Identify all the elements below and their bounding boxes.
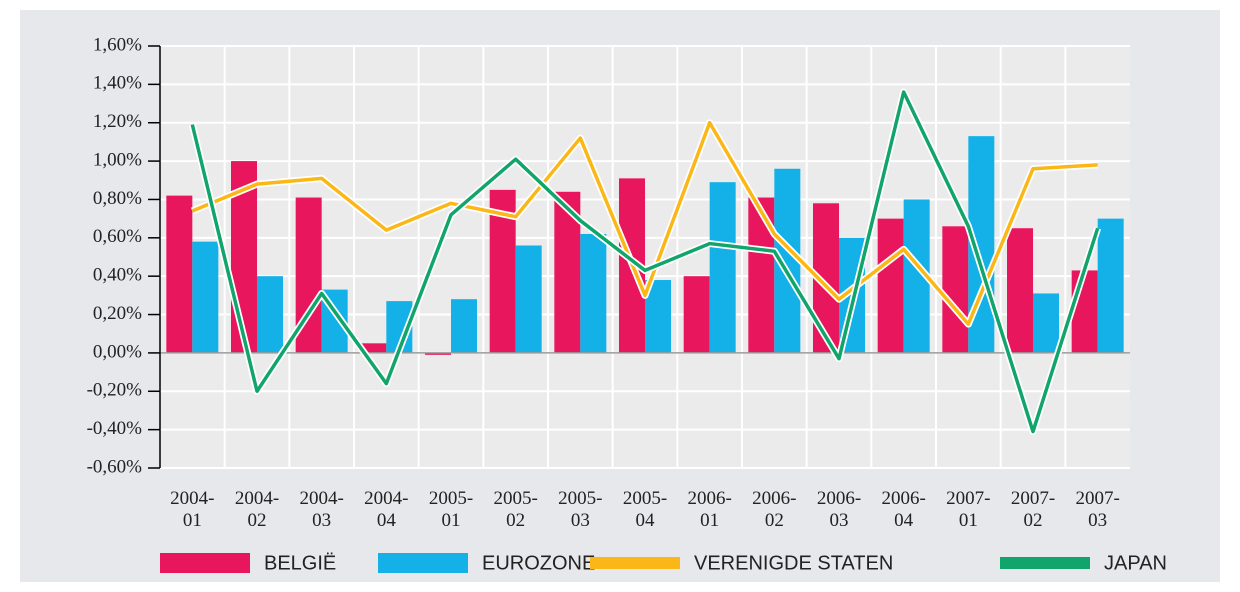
y-tick-label: 0,20% — [93, 303, 142, 324]
bar — [360, 343, 387, 353]
legend-swatch — [590, 557, 680, 569]
line — [191, 120, 1098, 326]
bar — [942, 226, 969, 353]
x-tick-label: 2004-04 — [364, 488, 408, 531]
y-tick-label: -0,60% — [87, 456, 143, 477]
x-tick-label: 2006-01 — [688, 488, 732, 531]
legend-label: EUROZONE — [482, 552, 595, 574]
x-tick-label: 2004-01 — [170, 488, 214, 531]
x-tick-label: 2006-02 — [752, 488, 796, 531]
y-tick-label: 0,60% — [93, 226, 142, 247]
y-tick-label: 1,40% — [93, 73, 142, 94]
y-tick-label: 0,80% — [93, 188, 142, 209]
bar — [1007, 228, 1033, 353]
line — [190, 90, 1100, 434]
y-tick-label: 1,20% — [93, 111, 142, 132]
legend-swatch — [1000, 557, 1090, 569]
bar — [709, 182, 736, 353]
bar — [1071, 270, 1098, 353]
bar — [1033, 293, 1059, 353]
bar — [425, 352, 451, 355]
x-tick-label: 2007-01 — [946, 488, 990, 531]
x-tick-label: 2006-04 — [882, 488, 926, 531]
legend-label: BELGIË — [264, 552, 336, 574]
x-tick-label: 2004-03 — [300, 488, 344, 531]
bar — [257, 276, 283, 353]
bar — [580, 233, 607, 353]
y-tick-label: 1,00% — [93, 149, 142, 170]
x-tick-label: 2006-03 — [817, 488, 861, 531]
x-tick-label: 2004-02 — [235, 488, 279, 531]
legend-swatch — [378, 553, 468, 573]
x-tick-label: 2005-02 — [494, 488, 538, 531]
bar — [1097, 218, 1124, 353]
x-tick-label: 2007-02 — [1011, 488, 1055, 531]
y-tick-label: 0,00% — [93, 341, 142, 362]
x-tick-label: 2005-03 — [558, 488, 602, 531]
x-tick-label: 2005-04 — [623, 488, 667, 531]
y-tick-label: 1,60% — [93, 34, 142, 55]
legend-label: JAPAN — [1104, 552, 1167, 574]
bar — [683, 276, 710, 353]
bar — [451, 299, 477, 353]
y-tick-label: -0,20% — [87, 380, 143, 401]
x-tick-label: 2005-01 — [429, 488, 473, 531]
bar — [166, 195, 193, 353]
y-tick-label: 0,40% — [93, 265, 142, 286]
x-tick-label: 2007-03 — [1076, 488, 1120, 531]
legend-label: VERENIGDE STATEN — [694, 552, 893, 574]
bar — [192, 241, 219, 353]
legend-swatch — [160, 553, 250, 573]
y-tick-label: -0,40% — [87, 418, 143, 439]
bar — [877, 218, 904, 353]
bar — [515, 245, 542, 353]
